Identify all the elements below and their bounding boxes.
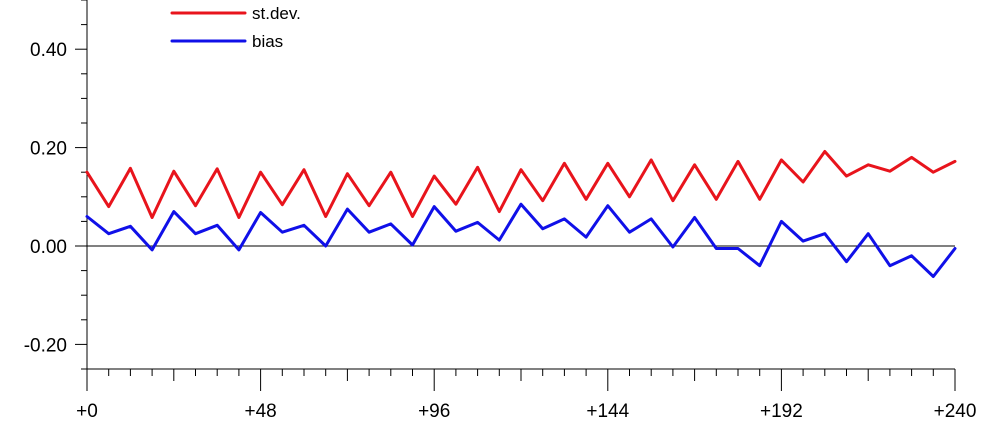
- legend: st.dev. bias: [170, 4, 301, 51]
- y-tick-label: 0.20: [30, 139, 67, 160]
- chart-axes: 0.40 0.20 0.00 -0.20 +0 +48 +96 +144 +192 +240: [24, 0, 977, 422]
- x-tick-label: +96: [418, 401, 450, 422]
- legend-label: bias: [252, 32, 283, 51]
- x-tick-label: +240: [934, 401, 977, 422]
- series-line-bias: [85, 202, 957, 278]
- y-tick-label: -0.20: [24, 335, 67, 356]
- x-tick-label: +48: [244, 401, 276, 422]
- chart-series: [85, 150, 957, 278]
- x-tick-label: +192: [760, 401, 803, 422]
- x-tick-label: +144: [586, 401, 629, 422]
- series-line-st-dev: [85, 150, 957, 219]
- x-tick-label: +0: [76, 401, 98, 422]
- y-tick-label: 0.00: [30, 237, 67, 258]
- legend-label: st.dev.: [252, 4, 301, 23]
- y-tick-label: 0.40: [30, 40, 67, 61]
